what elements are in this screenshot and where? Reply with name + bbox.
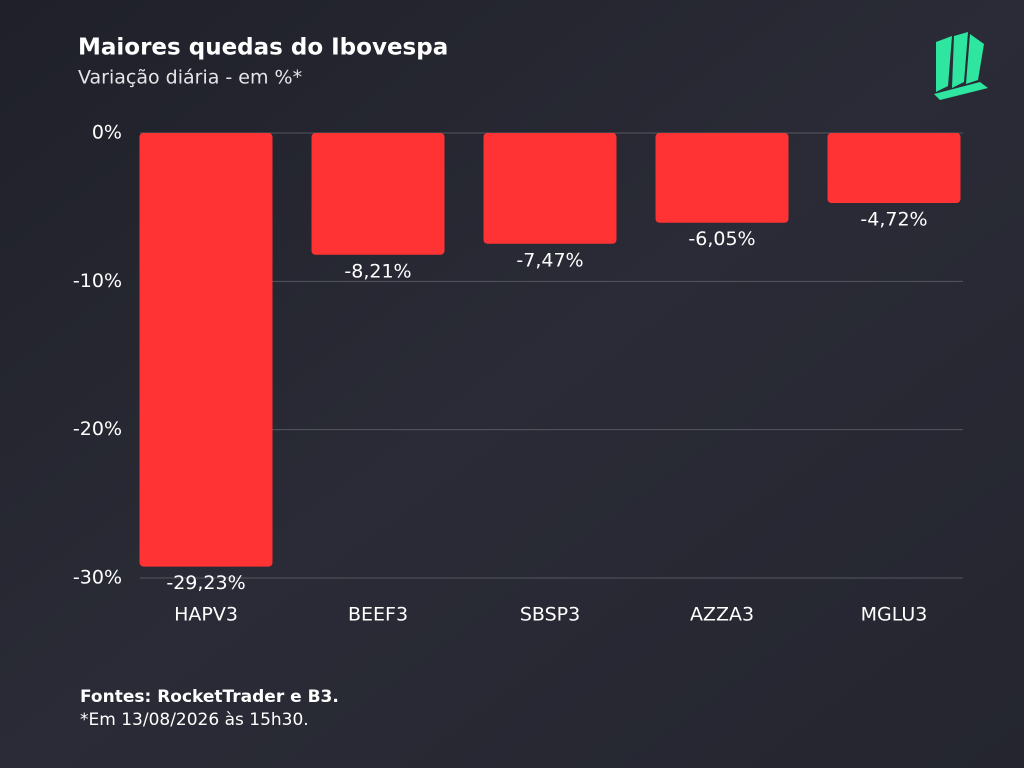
value-label: -6,05% — [688, 228, 755, 250]
x-tick-label: BEEF3 — [348, 604, 408, 626]
value-label: -8,21% — [344, 260, 411, 282]
y-tick-label: -10% — [73, 270, 122, 292]
value-label: -7,47% — [516, 249, 583, 271]
value-label: -4,72% — [860, 209, 927, 231]
logo — [934, 32, 988, 100]
bar — [827, 133, 961, 204]
note: *Em 13/08/2026 às 15h30. — [80, 710, 309, 730]
value-label: -29,23% — [166, 572, 245, 594]
x-tick-label: SBSP3 — [520, 604, 580, 626]
x-tick-label: MGLU3 — [861, 604, 928, 626]
y-tick-label: -20% — [73, 418, 122, 440]
x-tick-label: AZZA3 — [690, 604, 754, 626]
bar — [311, 133, 445, 255]
y-tick-label: 0% — [92, 122, 122, 144]
y-tick-label: -30% — [73, 567, 122, 589]
bar — [483, 133, 617, 244]
chart-title: Maiores quedas do Ibovespa — [78, 35, 448, 61]
bar — [655, 133, 789, 223]
x-tick-label: HAPV3 — [174, 604, 238, 626]
bar — [139, 133, 273, 567]
source: Fontes: RocketTrader e B3. — [80, 687, 339, 707]
chart-subtitle: Variação diária - em %* — [78, 67, 302, 89]
